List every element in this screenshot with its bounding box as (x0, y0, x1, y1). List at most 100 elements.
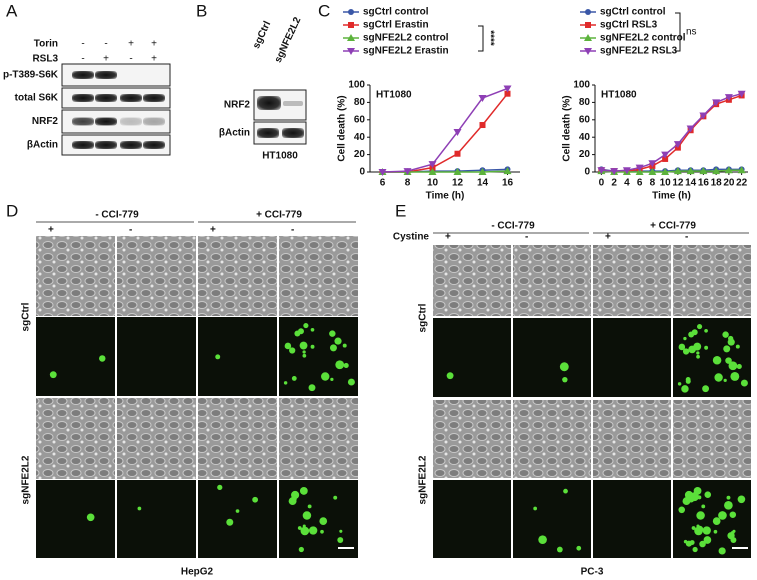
marker (585, 22, 591, 28)
fluorescence-image (117, 480, 196, 558)
band (95, 117, 117, 126)
x-tick-label: 6 (380, 178, 386, 189)
fluor-dot (298, 546, 304, 553)
fluor-dot (303, 323, 309, 329)
marker (584, 48, 592, 55)
y-axis-label: Cell death (%) (337, 95, 348, 161)
fluor-dot (688, 496, 695, 503)
marker (504, 90, 511, 97)
x-tick-label: 10 (660, 178, 672, 189)
marker (686, 167, 695, 175)
cystine-sign: - (685, 232, 688, 243)
legend-label: sgNFE2L2 RSL3 (600, 46, 678, 57)
marker (478, 95, 487, 103)
legend-label: sgNFE2L2 control (363, 33, 449, 44)
x-tick-label: 14 (477, 178, 489, 189)
row-label: Torin (34, 39, 58, 50)
fluor-dot (697, 495, 702, 500)
fluor-dot (677, 382, 682, 386)
band (72, 71, 94, 79)
x-tick-label: 14 (685, 178, 697, 189)
chart-title: HT1080 (601, 90, 637, 101)
fluor-dot (252, 496, 259, 503)
marker (673, 141, 682, 149)
content: Torin - - + + RSL3 - + - + p-T389-S6K total S6K NRF2… (3, 7, 751, 578)
fluor-dot (699, 540, 706, 548)
sign: + (103, 54, 109, 65)
x-tick-label: 2 (611, 178, 617, 189)
marker (622, 167, 631, 175)
phase-image (117, 398, 196, 479)
cell-line: HT1080 (262, 151, 298, 162)
sign: + (151, 54, 157, 65)
band (257, 96, 281, 110)
row-label: sgCtrl (21, 302, 32, 331)
fluor-dot (691, 526, 696, 530)
fluor-dot (712, 355, 722, 365)
phase-image (593, 245, 671, 316)
blot (253, 121, 307, 145)
fluor-dot (339, 529, 343, 533)
fluor-dot (310, 327, 315, 332)
fluorescence-image (36, 480, 115, 558)
fluor-dot (726, 495, 731, 500)
fluor-dot (718, 547, 726, 555)
legend-label: sgNFE2L2 Erastin (363, 46, 449, 57)
marker (610, 168, 619, 176)
cystine-sign: + (605, 232, 611, 243)
marker (635, 164, 644, 172)
band (72, 117, 94, 126)
x-tick-label: 4 (624, 178, 630, 189)
phase-image (117, 236, 196, 316)
panel-label: B (196, 1, 207, 20)
blot-label: NRF2 (224, 100, 251, 111)
fluor-dot (718, 511, 727, 520)
significance: **** (484, 30, 495, 46)
blot-label: βActin (27, 140, 58, 151)
phase-image (433, 400, 511, 478)
cell-line: PC-3 (581, 567, 604, 578)
fluor-dot (289, 347, 296, 354)
marker (661, 151, 670, 159)
fluor-dot (735, 344, 740, 349)
y-tick-label: 20 (354, 149, 366, 160)
y-axis-label: Cell death (%) (562, 95, 573, 161)
fluor-dot (727, 532, 735, 540)
condition: - CCI-779 (491, 221, 535, 232)
fluor-dot (740, 379, 748, 387)
legend-label: sgNFE2L2 control (600, 33, 686, 44)
fluor-dot (297, 526, 302, 530)
fluorescence-image (198, 317, 277, 396)
fluorescence-image (673, 318, 751, 397)
band (120, 94, 142, 102)
fluor-dot (538, 535, 547, 544)
fluor-dot (226, 518, 234, 526)
fluor-dot (302, 511, 312, 520)
marker (724, 166, 733, 174)
bracket (478, 25, 484, 52)
phase-image (198, 236, 277, 316)
condition: - CCI-779 (95, 210, 139, 221)
legend-label: sgCtrl RSL3 (600, 20, 658, 31)
fluor-dot (562, 376, 568, 383)
fluor-dot (696, 351, 700, 355)
fluorescence-image (117, 317, 196, 396)
fluor-dot (683, 336, 687, 341)
fluor-dot (736, 363, 742, 370)
phase-image (279, 398, 358, 479)
sign: - (81, 54, 84, 65)
panel-label: A (6, 1, 18, 20)
x-tick-label: 20 (723, 178, 735, 189)
fluorescence-image (593, 480, 671, 558)
y-tick-label: 100 (348, 80, 365, 91)
fluorescence-image (513, 480, 591, 558)
fluor-dot (678, 343, 686, 351)
row-label: sgNFE2L2 (21, 455, 32, 504)
x-tick-label: 12 (672, 178, 684, 189)
fluor-dot (342, 343, 347, 348)
y-tick-label: 0 (359, 167, 365, 178)
marker (347, 34, 355, 41)
y-tick-label: 80 (354, 97, 366, 108)
series-line (601, 94, 742, 172)
marker (648, 168, 657, 175)
